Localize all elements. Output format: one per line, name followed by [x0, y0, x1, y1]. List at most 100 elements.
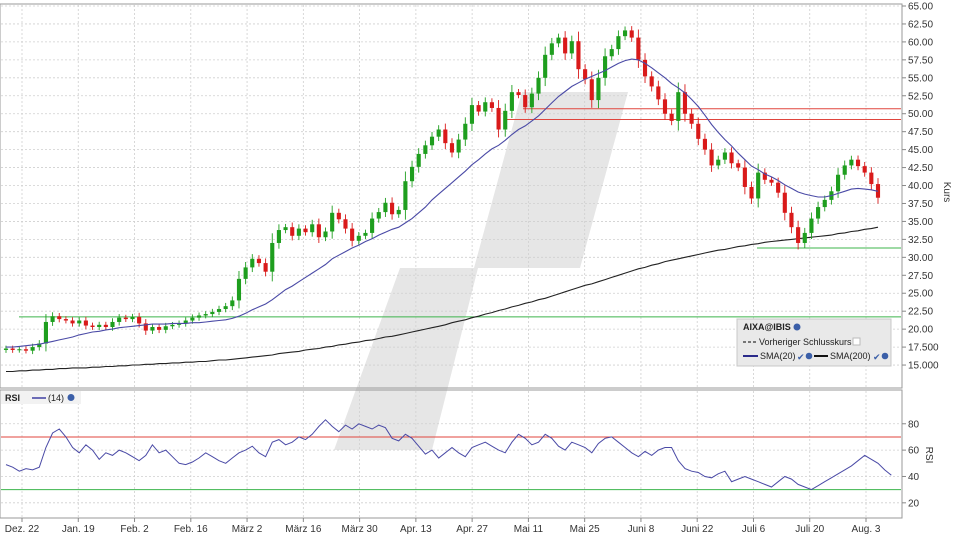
candle-body — [443, 129, 448, 144]
sma20-path — [6, 58, 879, 348]
candle — [662, 93, 668, 120]
candle — [816, 201, 821, 224]
candle — [796, 220, 801, 250]
candle — [97, 321, 102, 331]
candle-body — [17, 349, 22, 351]
candle-body — [270, 242, 275, 272]
candle — [250, 254, 255, 273]
legend-prev-close-checkbox[interactable] — [852, 337, 861, 346]
candle-body — [170, 324, 175, 327]
candle-body — [256, 258, 262, 264]
candle-body — [376, 212, 381, 219]
candle — [649, 71, 654, 92]
candle — [496, 100, 501, 138]
candle-body — [662, 99, 668, 114]
legend-prev-close-label: Vorheriger Schlusskurs — [759, 337, 852, 347]
candle — [236, 270, 242, 309]
candle-body — [682, 92, 688, 114]
candle-body — [756, 172, 761, 199]
price-y-tick-label: 40.00 — [908, 181, 933, 192]
candle — [702, 133, 707, 155]
candle-body — [196, 315, 202, 318]
candle-body — [596, 77, 601, 101]
candle — [23, 346, 29, 354]
candle — [43, 314, 49, 352]
candle-body — [862, 166, 867, 173]
candle-body — [622, 30, 628, 37]
legend-sma20-settings-icon[interactable] — [805, 352, 813, 360]
x-tick-label: Juli 20 — [795, 524, 824, 535]
rsi-settings-icon[interactable] — [67, 394, 75, 401]
rsi-series-label: (14) — [48, 393, 64, 403]
candle — [869, 167, 874, 190]
candle — [849, 155, 854, 170]
candle-body — [762, 172, 767, 180]
candle-body — [576, 41, 581, 70]
candle — [682, 84, 688, 122]
candle — [103, 321, 108, 331]
candle — [709, 143, 714, 172]
price-panel-frame — [0, 3, 903, 389]
candle-body — [303, 228, 308, 233]
candle — [123, 314, 128, 322]
legend-sma200-check-icon[interactable]: ✔ — [873, 352, 881, 362]
candle-body — [57, 316, 62, 320]
candle — [543, 46, 548, 87]
candle-body — [63, 319, 68, 321]
candle — [316, 218, 321, 243]
candle-body — [150, 326, 155, 331]
candle-body — [310, 224, 315, 233]
candle-body — [449, 143, 455, 153]
price-y-tick-label: 42.50 — [908, 163, 933, 174]
candle — [736, 159, 741, 172]
candle-body — [802, 232, 807, 243]
candle-body — [143, 323, 148, 331]
candle — [642, 53, 648, 84]
legend-title: AIXA@IBIS — [743, 322, 791, 332]
candle — [429, 132, 435, 150]
candle-body — [689, 113, 694, 124]
candle — [563, 31, 568, 60]
candle — [37, 340, 42, 351]
legend-sma20-check-icon[interactable]: ✔ — [797, 352, 805, 362]
price-y-tick-label: 57.50 — [908, 55, 933, 66]
candle — [203, 311, 208, 319]
price-y-tick-label: 15.000 — [908, 361, 939, 372]
candle-body — [350, 228, 355, 241]
legend-settings-icon[interactable] — [793, 323, 801, 331]
x-tick-label: Juli 6 — [742, 524, 766, 535]
candle-body — [636, 37, 641, 60]
candle-body — [549, 43, 554, 55]
candle-body — [77, 320, 82, 324]
x-axis: Dez. 22 Jan. 19 Feb. 2 Feb. 16 März 2 März 16… — [5, 518, 881, 535]
rsi-path — [5, 419, 892, 491]
candle-body — [629, 30, 634, 38]
candle — [622, 26, 628, 41]
watermark-logo-lower-stroke — [334, 268, 478, 450]
candle — [782, 185, 787, 221]
candle — [177, 320, 182, 328]
legend-sma200-settings-icon[interactable] — [881, 352, 889, 360]
candle — [223, 302, 228, 313]
candle — [83, 316, 88, 330]
candle — [503, 103, 508, 137]
candle — [509, 84, 514, 119]
candle — [383, 197, 388, 217]
candle-body — [835, 174, 841, 192]
candle-body — [103, 324, 108, 327]
candle — [117, 314, 122, 326]
price-y-tick-label: 60.00 — [908, 37, 933, 48]
candle-body — [3, 348, 9, 350]
sma200-line — [6, 226, 879, 373]
candle — [842, 160, 847, 180]
candle-body — [583, 69, 588, 80]
candle-body — [216, 309, 222, 312]
candle-body — [330, 212, 335, 232]
candle — [523, 89, 528, 113]
candle-body — [190, 317, 195, 321]
candle — [363, 229, 368, 240]
candle-body — [543, 54, 548, 78]
candle — [409, 160, 415, 188]
price-y-tick-label: 50.00 — [908, 109, 933, 120]
